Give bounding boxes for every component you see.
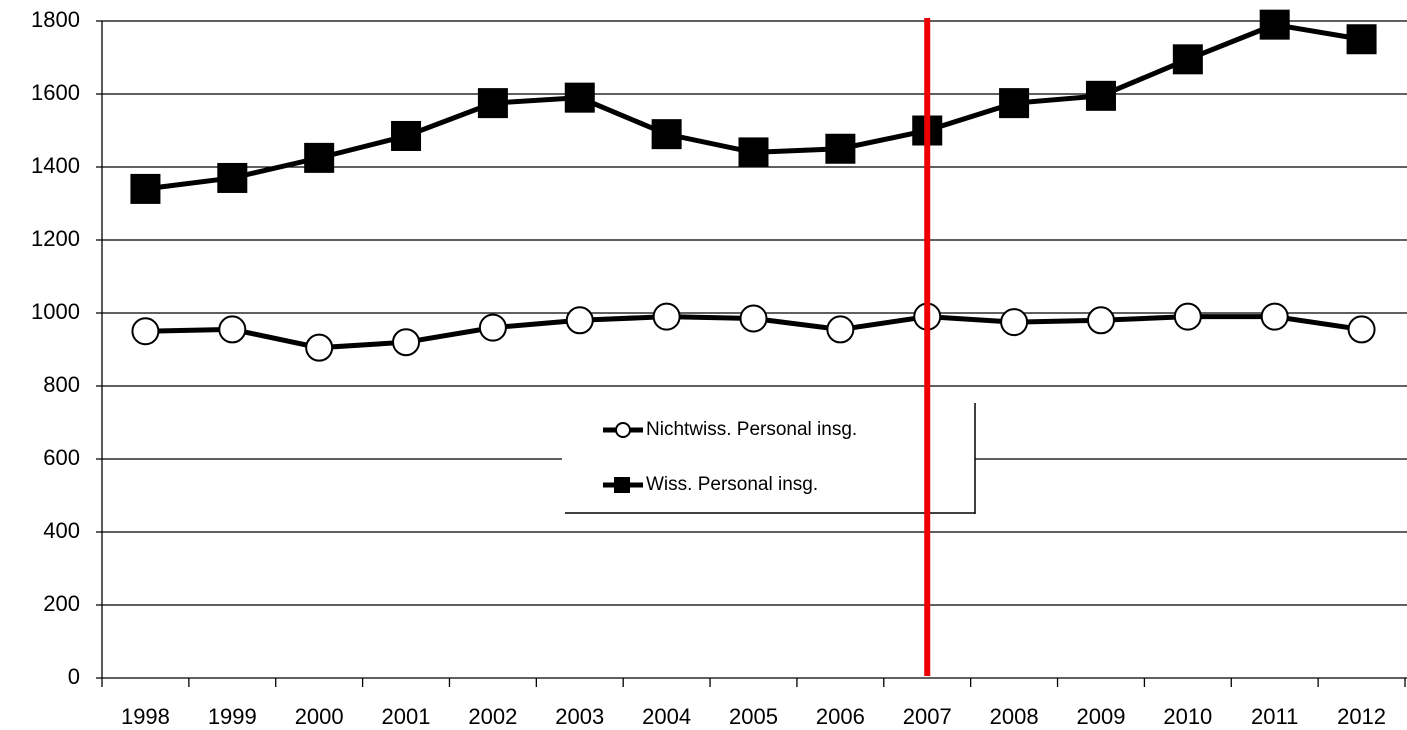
y-tick-label: 1200 (31, 226, 80, 251)
y-tick-label: 600 (43, 445, 80, 470)
point (391, 120, 422, 151)
point (304, 142, 335, 173)
point (392, 328, 421, 357)
x-tick-label: 2010 (1163, 704, 1212, 729)
x-tick-label: 2001 (382, 704, 431, 729)
point (564, 82, 595, 113)
point (305, 333, 334, 362)
legend-marker (615, 422, 631, 438)
point (652, 302, 681, 331)
x-tick-label: 1999 (208, 704, 257, 729)
x-tick-label: 2005 (729, 704, 778, 729)
y-tick-label: 1400 (31, 153, 80, 178)
point (825, 133, 856, 164)
legend-box (562, 403, 975, 513)
point (999, 88, 1030, 119)
y-tick-label: 1600 (31, 80, 80, 105)
legend: Nichtwiss. Personal insg. Wiss. Personal … (562, 403, 976, 514)
x-tick-label: 2006 (816, 704, 865, 729)
point (565, 306, 594, 335)
x-tick-label: 2007 (903, 704, 952, 729)
point (826, 315, 855, 344)
x-tick-label: 1998 (121, 704, 170, 729)
x-tick-label: 2002 (468, 704, 517, 729)
point (651, 119, 682, 150)
point (1173, 302, 1202, 331)
point (1347, 315, 1376, 344)
y-tick-label: 1800 (31, 7, 80, 32)
point (1172, 44, 1203, 75)
point (1086, 306, 1115, 335)
point (1000, 308, 1029, 337)
point (218, 315, 247, 344)
point (131, 317, 160, 346)
legend-label: Nichtwiss. Personal insg. (646, 419, 857, 440)
point (1260, 302, 1289, 331)
x-tick-label: 2003 (555, 704, 604, 729)
y-tick-label: 200 (43, 591, 80, 616)
x-tick-label: 2009 (1076, 704, 1125, 729)
point (1085, 80, 1116, 111)
legend-marker (614, 477, 630, 493)
point (478, 313, 507, 342)
point (738, 137, 769, 168)
point (477, 88, 508, 119)
y-tick-label: 400 (43, 518, 80, 543)
x-tick-label: 2004 (642, 704, 691, 729)
y-tick-label: 800 (43, 372, 80, 397)
x-tick-label: 2012 (1337, 704, 1386, 729)
x-tick-label: 2008 (990, 704, 1039, 729)
point (217, 162, 248, 193)
x-tick-label: 2000 (295, 704, 344, 729)
y-tick-label: 0 (68, 664, 80, 689)
x-tick-label: 2011 (1251, 704, 1298, 729)
y-tick-label: 1000 (31, 299, 80, 324)
point (1259, 9, 1290, 40)
legend-label: Wiss. Personal insg. (646, 474, 818, 495)
point (1346, 24, 1377, 55)
point (739, 304, 768, 333)
point (130, 173, 161, 204)
